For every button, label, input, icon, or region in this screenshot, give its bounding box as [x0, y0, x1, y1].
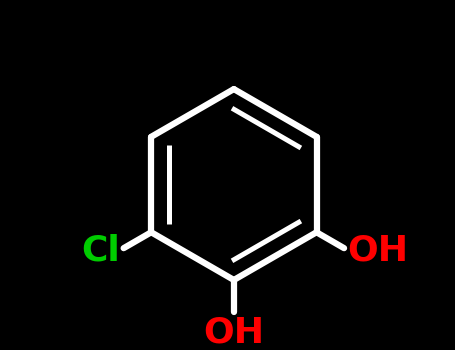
- Text: OH: OH: [347, 233, 409, 267]
- Text: OH: OH: [203, 316, 264, 350]
- Text: Cl: Cl: [81, 233, 120, 267]
